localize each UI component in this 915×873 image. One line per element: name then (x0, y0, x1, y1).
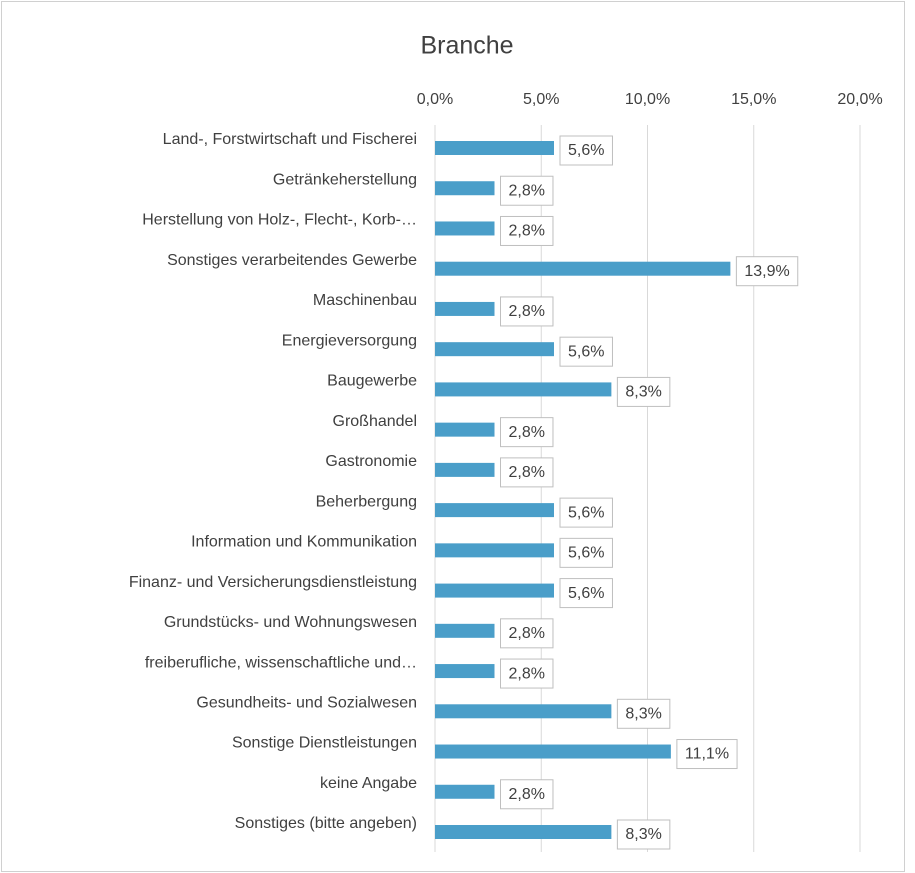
x-tick-label: 15,0% (731, 91, 776, 108)
data-label: 13,9% (744, 263, 789, 280)
bar (435, 825, 612, 839)
data-label: 5,6% (568, 142, 604, 159)
data-label-box (500, 296, 554, 327)
data-label: 8,3% (625, 384, 661, 401)
bar (435, 221, 495, 236)
bar (435, 382, 612, 397)
bar (435, 301, 495, 316)
data-label-box (559, 336, 613, 367)
category-label: Sonstige Dienstleistungen (232, 735, 417, 752)
bar (435, 543, 554, 558)
bar (435, 623, 495, 638)
bar (435, 503, 554, 518)
bar (435, 342, 554, 357)
data-label: 2,8% (509, 303, 545, 320)
category-label: freiberufliche, wissenschaftliche und… (145, 654, 417, 671)
data-label-box (500, 618, 554, 649)
category-label: Sonstiges verarbeitendes Gewerbe (167, 252, 417, 269)
data-label: 5,6% (568, 545, 604, 562)
data-label-box (559, 135, 613, 166)
data-label-box (559, 537, 613, 568)
bar (435, 462, 495, 477)
category-label: Finanz- und Versicherungsdienstleistung (129, 574, 417, 591)
data-label-box (735, 256, 799, 287)
category-label: Information und Kommunikation (191, 534, 417, 551)
data-label-box (559, 578, 613, 609)
data-label: 5,6% (568, 343, 604, 360)
data-label: 2,8% (509, 786, 545, 803)
data-label-box (500, 779, 554, 810)
bar (435, 181, 495, 196)
category-label: Getränkeherstellung (273, 171, 417, 188)
data-label-box (500, 175, 554, 206)
data-label: 2,8% (509, 665, 545, 682)
data-label-box (676, 739, 738, 770)
x-tick-label: 0,0% (417, 91, 453, 108)
data-label: 8,3% (625, 826, 661, 843)
category-label: Großhandel (333, 413, 418, 430)
bar (435, 583, 554, 598)
category-label: keine Angabe (320, 775, 417, 792)
data-label-box (500, 457, 554, 488)
x-tick-label: 5,0% (523, 91, 559, 108)
bar (435, 704, 612, 719)
bar (435, 664, 495, 679)
data-label-box (559, 497, 613, 528)
category-label: Beherbergung (316, 493, 417, 510)
data-label: 2,8% (509, 223, 545, 240)
category-label: Land-, Forstwirtschaft und Fischerei (163, 131, 417, 148)
data-label: 11,1% (685, 746, 729, 763)
category-label: Gesundheits- und Sozialwesen (196, 695, 417, 712)
x-tick-label: 20,0% (837, 91, 882, 108)
data-label: 2,8% (509, 182, 545, 199)
data-label: 5,6% (568, 585, 604, 602)
data-label-box (616, 698, 671, 729)
category-label: Gastronomie (325, 453, 417, 470)
category-label: Herstellung von Holz-, Flecht-, Korb-… (142, 212, 417, 229)
category-label: Energieversorgung (282, 332, 417, 349)
bar (435, 141, 554, 155)
data-label-box (616, 819, 671, 850)
bar (435, 422, 495, 437)
data-label: 2,8% (509, 464, 545, 481)
chart-title: Branche (420, 32, 513, 60)
x-tick-label: 10,0% (625, 91, 670, 108)
data-label: 5,6% (568, 504, 604, 521)
bar (435, 744, 671, 759)
category-label: Maschinenbau (313, 292, 417, 309)
data-label: 8,3% (625, 706, 661, 723)
category-label: Sonstiges (bitte angeben) (235, 815, 417, 832)
data-label-box (500, 658, 554, 689)
data-label-box (500, 215, 554, 246)
category-label: Grundstücks- und Wohnungswesen (164, 614, 417, 631)
data-label-box (500, 417, 554, 448)
bar (435, 261, 731, 276)
bar (435, 784, 495, 799)
data-label-box (616, 376, 671, 407)
data-label: 2,8% (509, 424, 545, 441)
category-label: Baugewerbe (327, 373, 417, 390)
data-label: 2,8% (509, 625, 545, 642)
